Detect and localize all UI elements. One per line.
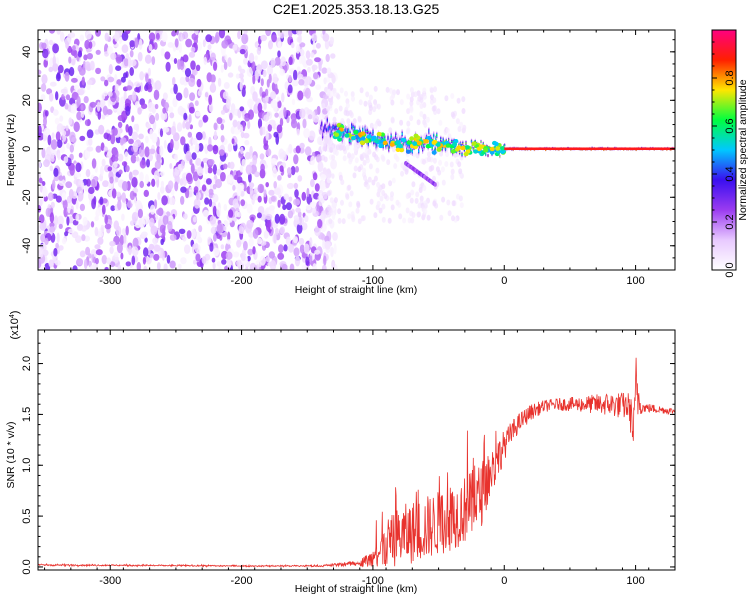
snr-ytick-label: 1.5 bbox=[21, 407, 33, 422]
spectrogram-image bbox=[38, 30, 675, 270]
figure-title: C2E1.2025.353.18.13.G25 bbox=[273, 1, 440, 17]
spectrogram-xtick-label: -100 bbox=[362, 275, 384, 287]
snr-frame bbox=[37, 329, 676, 571]
colorbar: 0.0 0.2 0.4 0.6 0.8 Normalized spectral ampl… bbox=[711, 29, 749, 278]
snr-ytick-label: 2.0 bbox=[21, 356, 33, 371]
spectrogram-ytick-label: 0 bbox=[21, 146, 33, 152]
snr-xtick-label: -100 bbox=[362, 575, 384, 587]
spectrogram-xtick-label: -200 bbox=[231, 275, 253, 287]
snr-axes: -300 -200 -100 0 100 0.0 0.5 1.0 1.5 2.0 bbox=[21, 330, 676, 587]
snr-xtick-label: 0 bbox=[501, 575, 507, 587]
snr-series-line bbox=[38, 357, 675, 568]
snr-xtick-label: -200 bbox=[231, 575, 253, 587]
snr-ylabel: SNR (10 * v/v) bbox=[5, 421, 17, 488]
spectrogram-ytick-label: 40 bbox=[21, 46, 33, 58]
spectrogram-xlabel: Height of straight line (km) bbox=[295, 284, 418, 296]
colorbar-tick-label: 0.4 bbox=[724, 166, 736, 181]
colorbar-tick-label: 0.0 bbox=[724, 262, 736, 277]
spectrogram-ytick-label: -20 bbox=[21, 189, 33, 205]
colorbar-tick-label: 0.8 bbox=[724, 70, 736, 85]
snr-panel: -300 -200 -100 0 100 0.0 0.5 1.0 1.5 2.0 Height o… bbox=[5, 311, 676, 595]
snr-ytick-label: 1.0 bbox=[21, 458, 33, 473]
snr-xlabel: Height of straight line (km) bbox=[295, 583, 418, 595]
snr-xtick-label: -300 bbox=[99, 575, 121, 587]
snr-ytick-label: 0.5 bbox=[21, 508, 33, 523]
spectrogram-frame bbox=[37, 29, 676, 271]
snr-scale-label: (x104) bbox=[9, 311, 21, 340]
spectrogram-ytick-label: -40 bbox=[21, 238, 33, 254]
colorbar-label: Normalized spectral amplitude bbox=[737, 79, 749, 220]
spectrogram-ytick-label: 20 bbox=[21, 94, 33, 106]
colorbar-ticks: 0.0 0.2 0.4 0.6 0.8 bbox=[712, 41, 736, 278]
snr-ytick-label: 0.0 bbox=[21, 559, 33, 574]
colorbar-tick-label: 0.6 bbox=[724, 118, 736, 133]
spectrogram-ylabel: Frequency (Hz) bbox=[5, 114, 17, 186]
spectrogram-xtick-label: 100 bbox=[626, 275, 644, 287]
spectrogram-xtick-label: -300 bbox=[99, 275, 121, 287]
snr-xtick-label: 100 bbox=[626, 575, 644, 587]
colorbar-tick-label: 0.2 bbox=[724, 214, 736, 229]
colorbar-gradient bbox=[711, 29, 737, 271]
spectrogram-xtick-label: 0 bbox=[501, 275, 507, 287]
